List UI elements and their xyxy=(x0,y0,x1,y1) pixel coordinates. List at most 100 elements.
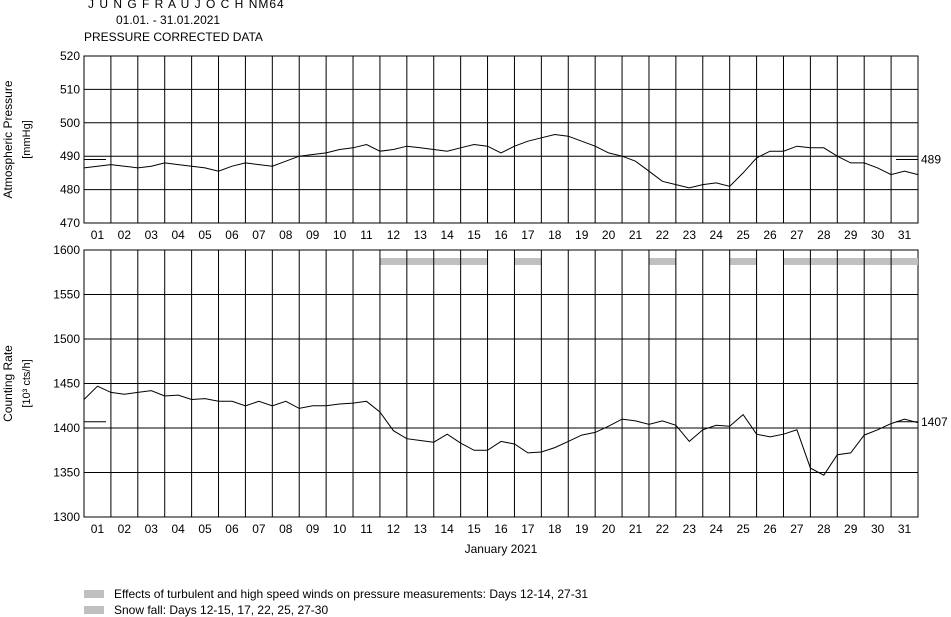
pressure-xtick-06: 06 xyxy=(225,228,239,242)
pressure-xtick-23: 23 xyxy=(683,228,697,242)
pressure-xtick-28: 28 xyxy=(817,228,831,242)
counting-rate-xtick-07: 07 xyxy=(252,522,266,536)
counting-rate-effect-bar-5 xyxy=(783,258,918,265)
pressure-xtick-02: 02 xyxy=(118,228,132,242)
pressure-xtick-09: 09 xyxy=(306,228,320,242)
legend-snow: Snow fall: Days 12-15, 17, 22, 25, 27-30 xyxy=(84,603,328,617)
period-label: 01.01. - 31.01.2021 xyxy=(116,13,221,27)
pressure-xtick-18: 18 xyxy=(548,228,562,242)
counting-rate-xtick-20: 20 xyxy=(602,522,616,536)
counting-rate-xtick-05: 05 xyxy=(198,522,212,536)
pressure-xtick-14: 14 xyxy=(441,228,455,242)
counting-rate-xtick-04: 04 xyxy=(171,522,185,536)
pressure-xtick-22: 22 xyxy=(656,228,670,242)
counting-rate-xtick-23: 23 xyxy=(683,522,697,536)
counting-rate-ytick-1300: 1300 xyxy=(53,510,80,524)
pressure-ytick-470: 470 xyxy=(60,216,80,230)
pressure-plot-frame xyxy=(83,55,919,224)
legend-winds: Effects of turbulent and high speed wind… xyxy=(84,587,588,601)
pressure-xtick-08: 08 xyxy=(279,228,293,242)
counting-rate-xtick-03: 03 xyxy=(145,522,159,536)
counting-rate-xtick-29: 29 xyxy=(844,522,858,536)
counting-rate-ytick-1400: 1400 xyxy=(53,421,80,435)
counting-rate-xtick-16: 16 xyxy=(494,522,508,536)
counting-rate-xtick-19: 19 xyxy=(575,522,589,536)
pressure-xtick-12: 12 xyxy=(387,228,401,242)
counting-rate-xtick-22: 22 xyxy=(656,522,670,536)
pressure-ytick-520: 520 xyxy=(60,49,80,63)
pressure-xtick-07: 07 xyxy=(252,228,266,242)
pressure-xtick-15: 15 xyxy=(467,228,481,242)
counting-rate-series-line xyxy=(83,385,919,476)
counting-rate-ylabel: Counting Rate xyxy=(1,345,15,422)
legend-winds-swatch xyxy=(84,590,104,598)
pressure-xtick-31: 31 xyxy=(898,228,912,242)
counting-rate-xtick-15: 15 xyxy=(467,522,481,536)
counting-rate-xlabel: January 2021 xyxy=(465,542,538,556)
pressure-xtick-21: 21 xyxy=(629,228,643,242)
counting-rate-effect-bar-4 xyxy=(729,258,757,265)
pressure-ytick-500: 500 xyxy=(60,116,80,130)
counting-rate-xtick-27: 27 xyxy=(790,522,804,536)
pressure-yunit: [mmHg] xyxy=(21,120,33,159)
pressure-xtick-03: 03 xyxy=(145,228,159,242)
pressure-xtick-10: 10 xyxy=(333,228,347,242)
counting-rate-ytick-1550: 1550 xyxy=(53,288,80,302)
counting-rate-ytick-1350: 1350 xyxy=(53,466,80,480)
counting-rate-xtick-01: 01 xyxy=(91,522,105,536)
pressure-ytick-480: 480 xyxy=(60,183,80,197)
counting-rate-xtick-21: 21 xyxy=(629,522,643,536)
counting-rate-xtick-11: 11 xyxy=(360,522,373,536)
legend-winds-text: Effects of turbulent and high speed wind… xyxy=(114,587,589,601)
legend-snow-text: Snow fall: Days 12-15, 17, 22, 25, 27-30 xyxy=(114,603,329,617)
counting-rate-xtick-08: 08 xyxy=(279,522,293,536)
counting-rate-ytick-1600: 1600 xyxy=(53,243,80,257)
pressure-xtick-20: 20 xyxy=(602,228,616,242)
pressure-xtick-01: 01 xyxy=(91,228,105,242)
pressure-ytick-510: 510 xyxy=(60,82,80,96)
pressure-ylabel: Atmospheric Pressure xyxy=(1,80,15,198)
pressure-xtick-30: 30 xyxy=(871,228,885,242)
counting-rate-xtick-12: 12 xyxy=(387,522,401,536)
counting-rate-xtick-09: 09 xyxy=(306,522,320,536)
station-code: NM64 xyxy=(248,0,285,11)
pressure-xtick-17: 17 xyxy=(521,228,535,242)
pressure-ytick-490: 490 xyxy=(60,149,80,163)
pressure-xtick-19: 19 xyxy=(575,228,589,242)
counting-rate-xtick-10: 10 xyxy=(333,522,347,536)
pressure-xtick-16: 16 xyxy=(494,228,508,242)
pressure-xtick-13: 13 xyxy=(414,228,428,242)
counting-rate-xtick-28: 28 xyxy=(817,522,831,536)
station-name-text: J U N G F R A U J O C H xyxy=(88,0,245,11)
station-name: J U N G F R A U J O C H NM64 xyxy=(88,0,285,11)
pressure-xtick-05: 05 xyxy=(198,228,212,242)
counting-rate-xtick-06: 06 xyxy=(225,522,239,536)
counting-rate-ytick-1450: 1450 xyxy=(53,377,80,391)
counting-rate-xtick-30: 30 xyxy=(871,522,885,536)
counting-rate-reference-label: 1407 xyxy=(921,415,948,429)
counting-rate-yunit: [10³ cts/h] xyxy=(21,359,33,407)
counting-rate-effect-bar-3 xyxy=(648,258,676,265)
legend-snow-swatch xyxy=(84,606,104,614)
chart-subtitle: PRESSURE CORRECTED DATA xyxy=(84,30,263,44)
pressure-xtick-26: 26 xyxy=(763,228,777,242)
counting-rate-xtick-26: 26 xyxy=(763,522,777,536)
pressure-xtick-04: 04 xyxy=(171,228,185,242)
counting-rate-xtick-25: 25 xyxy=(736,522,750,536)
pressure-series-line xyxy=(83,133,919,189)
pressure-xtick-27: 27 xyxy=(790,228,804,242)
counting-rate-xtick-17: 17 xyxy=(521,522,535,536)
counting-rate-xtick-13: 13 xyxy=(414,522,428,536)
counting-rate-xtick-14: 14 xyxy=(441,522,455,536)
counting-rate-xtick-18: 18 xyxy=(548,522,562,536)
counting-rate-ytick-1500: 1500 xyxy=(53,332,80,346)
pressure-xtick-11: 11 xyxy=(360,228,373,242)
counting-rate-xtick-31: 31 xyxy=(898,522,912,536)
counting-rate-xtick-24: 24 xyxy=(710,522,724,536)
pressure-xtick-24: 24 xyxy=(710,228,724,242)
pressure-reference-label: 489 xyxy=(921,153,941,167)
counting-rate-effect-bar-2 xyxy=(514,258,542,265)
pressure-xtick-29: 29 xyxy=(844,228,858,242)
counting-rate-xtick-02: 02 xyxy=(118,522,132,536)
